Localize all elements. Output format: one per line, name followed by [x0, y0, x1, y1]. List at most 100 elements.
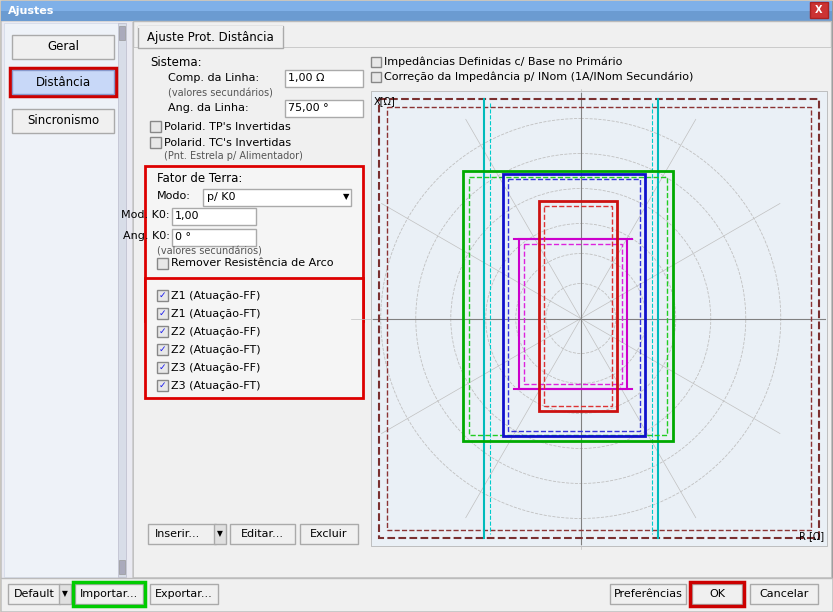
Text: (valores secundários): (valores secundários) [168, 88, 273, 98]
Bar [157, 344, 168, 355]
Bar [119, 26, 125, 40]
Bar [12, 109, 114, 133]
Bar [544, 206, 611, 406]
Bar [172, 208, 256, 225]
Text: Default: Default [13, 589, 54, 599]
Bar [690, 582, 744, 606]
Text: (Pnt. Estrela p/ Alimentador): (Pnt. Estrela p/ Alimentador) [164, 151, 303, 161]
Bar [59, 584, 71, 604]
Bar [508, 179, 640, 430]
Bar [285, 70, 363, 87]
Text: Distância: Distância [36, 75, 91, 89]
Text: Ang. da Linha:: Ang. da Linha: [168, 103, 248, 113]
Bar [379, 99, 819, 538]
Text: p/ K0: p/ K0 [207, 192, 236, 202]
Text: ✓: ✓ [159, 309, 167, 318]
Text: ▼: ▼ [62, 589, 68, 599]
Bar [519, 239, 626, 389]
Bar [157, 326, 168, 337]
Bar [230, 524, 295, 544]
Text: Preferências: Preferências [614, 589, 682, 599]
Text: 1,00 Ω: 1,00 Ω [288, 73, 325, 83]
Bar [203, 189, 351, 206]
Text: Ang. K0:: Ang. K0: [123, 231, 170, 241]
Text: Importar...: Importar... [80, 589, 138, 599]
Text: ✓: ✓ [159, 291, 167, 300]
Bar [4, 23, 124, 577]
Bar [539, 201, 616, 411]
Text: Z3 (Atuação-FT): Z3 (Atuação-FT) [171, 381, 261, 391]
Bar [157, 362, 168, 373]
Bar [75, 584, 143, 604]
Bar [138, 26, 283, 28]
Bar [157, 290, 168, 301]
Bar [148, 524, 216, 544]
Text: 1,00: 1,00 [175, 211, 199, 221]
Text: Exportar...: Exportar... [155, 589, 213, 599]
Bar [524, 244, 621, 384]
Text: Sincronismo: Sincronismo [27, 114, 99, 127]
Text: Mod. K0:: Mod. K0: [122, 210, 170, 220]
Text: Geral: Geral [47, 40, 79, 53]
Bar [1, 1, 832, 11]
Text: Z2 (Atuação-FF): Z2 (Atuação-FF) [171, 327, 261, 337]
Bar [157, 308, 168, 319]
Text: Z2 (Atuação-FT): Z2 (Atuação-FT) [171, 345, 261, 355]
Text: X: X [816, 5, 823, 15]
Text: ✓: ✓ [159, 363, 167, 372]
Text: R [Ω]: R [Ω] [799, 531, 824, 541]
Bar [119, 560, 125, 574]
Bar [750, 584, 818, 604]
Bar [1, 1, 832, 21]
Text: 0 °: 0 ° [175, 232, 191, 242]
Bar [145, 166, 363, 321]
Bar [138, 26, 283, 48]
Text: Z1 (Atuação-FT): Z1 (Atuação-FT) [171, 309, 261, 319]
Text: Polarid. TC's Invertidas: Polarid. TC's Invertidas [164, 138, 291, 148]
Bar [469, 176, 666, 435]
Text: Sistema:: Sistema: [150, 56, 202, 69]
Bar [118, 23, 126, 577]
Bar [157, 380, 168, 391]
Bar [692, 584, 742, 604]
Text: Fator de Terra:: Fator de Terra: [157, 171, 242, 184]
Text: X[Ω]: X[Ω] [374, 96, 396, 106]
Text: Editar...: Editar... [241, 529, 284, 539]
Bar [150, 137, 161, 148]
Text: ✓: ✓ [159, 345, 167, 354]
Bar [463, 171, 673, 441]
Bar [172, 229, 256, 246]
Bar [285, 100, 363, 117]
Bar [73, 582, 145, 606]
Text: ▼: ▼ [217, 529, 223, 539]
Bar [1, 578, 832, 611]
Bar [133, 47, 831, 577]
Text: Comp. da Linha:: Comp. da Linha: [168, 73, 259, 83]
Bar [10, 68, 116, 96]
Bar [1, 21, 132, 579]
Text: Remover Resistência de Arco: Remover Resistência de Arco [171, 258, 333, 268]
Text: ▼: ▼ [342, 193, 349, 201]
Text: 75,00 °: 75,00 ° [288, 103, 329, 113]
Text: Modo:: Modo: [157, 191, 191, 201]
Bar [300, 524, 358, 544]
Bar [371, 72, 381, 82]
Text: Inserir...: Inserir... [156, 529, 201, 539]
Bar [157, 258, 168, 269]
Text: Correção da Impedância p/ INom (1A/INom Secundário): Correção da Impedância p/ INom (1A/INom … [384, 72, 693, 82]
Text: ✓: ✓ [159, 327, 167, 336]
Bar [214, 524, 226, 544]
Text: Cancelar: Cancelar [760, 589, 809, 599]
Text: OK: OK [709, 589, 725, 599]
Text: Polarid. TP's Invertidas: Polarid. TP's Invertidas [164, 122, 291, 132]
Text: Impedâncias Definidas c/ Base no Primário: Impedâncias Definidas c/ Base no Primári… [384, 57, 622, 67]
Text: Excluir: Excluir [310, 529, 347, 539]
Bar [12, 70, 114, 94]
Bar [371, 57, 381, 67]
Text: Z3 (Atuação-FF): Z3 (Atuação-FF) [171, 363, 261, 373]
Bar [133, 21, 831, 579]
Bar [145, 278, 363, 398]
Text: (valores secundários): (valores secundários) [157, 246, 262, 256]
Bar [371, 91, 827, 546]
Text: Ajustes: Ajustes [8, 6, 54, 16]
